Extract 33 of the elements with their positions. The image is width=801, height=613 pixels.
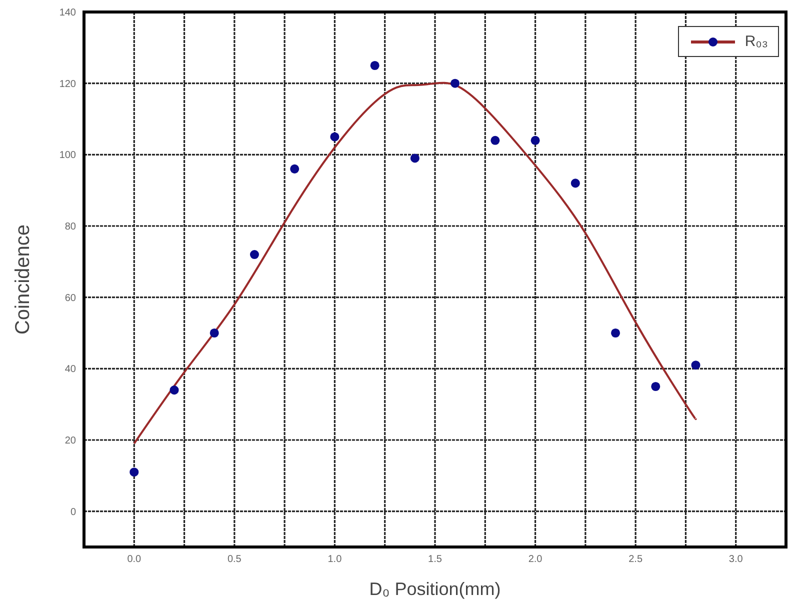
y-tick-label: 20 [64,436,76,447]
point [170,386,179,395]
x-tick-label: 0.0 [127,554,142,566]
y-tick-label: 100 [59,150,76,162]
point [450,78,460,88]
point [651,382,660,392]
x-tick-label: 3.0 [728,554,744,566]
x-tick-label: 0.5 [227,554,242,566]
point [210,328,219,338]
y-tick-label: 0 [70,506,76,518]
point [290,164,300,174]
point [611,328,620,338]
legend-label: R₀₃ [744,33,768,50]
x-tick-label: 2.5 [628,554,643,566]
y-axis-title: Coincidence [12,224,34,335]
y-tick-label: 140 [59,8,76,19]
point [250,250,259,260]
point [530,136,540,145]
x-tick-label: 1.0 [328,554,342,566]
point [691,360,700,370]
x-tick-label: 1.5 [428,554,442,566]
x-axis-title: D₀ Position(mm) [369,579,501,599]
point [370,60,380,70]
y-tick-label: 40 [64,364,76,376]
point [330,132,340,142]
point [570,178,580,188]
y-tick-label: 60 [64,292,76,304]
point [130,468,139,477]
point [490,136,500,145]
point [410,154,420,163]
y-tick-label: 120 [59,78,76,90]
x-tick-label: 2.0 [528,554,543,566]
y-tick-label: 80 [64,222,76,233]
